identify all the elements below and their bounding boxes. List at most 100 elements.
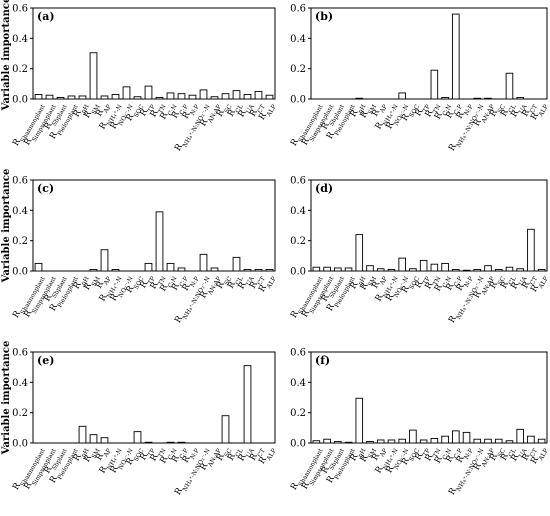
bar	[505, 72, 514, 100]
panel-label: (f)	[315, 354, 330, 367]
x-tick-label: RC:P	[444, 445, 463, 466]
bar	[387, 269, 396, 272]
bar	[387, 439, 396, 444]
x-tick-label: RCT	[520, 445, 538, 464]
bar	[243, 365, 252, 444]
bar	[452, 430, 460, 444]
x-tick-label: RN:P	[455, 273, 475, 294]
bar	[452, 13, 460, 100]
x-tick-label: RN:P	[455, 445, 475, 466]
x-tick-label: RTN	[149, 101, 168, 121]
x-tick-label: RAP	[370, 445, 388, 464]
bar	[221, 415, 230, 444]
x-tick-label: RSC	[215, 444, 234, 464]
y-axis-label: Variable importance	[1, 169, 12, 284]
bar	[265, 269, 274, 272]
bar	[366, 265, 374, 272]
bar	[484, 97, 492, 100]
x-tick-label: RC:P	[170, 445, 189, 466]
bar	[452, 269, 460, 272]
x-tick-label: RpH	[348, 101, 367, 121]
x-tick-label: RCT	[248, 445, 266, 464]
bar	[45, 94, 54, 100]
bar	[398, 257, 406, 272]
x-tick-label: RpH	[72, 273, 91, 293]
x-tick-label: RSM	[359, 445, 378, 466]
bar	[133, 431, 142, 444]
x-tick-label: RSM	[359, 273, 378, 294]
y-tick-label: 0.2	[12, 408, 28, 419]
bar	[34, 262, 43, 272]
x-tick-label: RC:N	[433, 273, 453, 295]
bar	[430, 69, 439, 100]
x-tick-label: RC:P	[170, 101, 189, 122]
bar	[334, 441, 342, 444]
bar	[312, 440, 321, 444]
x-tick-label: RC:P	[444, 101, 463, 122]
x-tick-label: RSM	[82, 101, 101, 122]
y-tick-label: 0.2	[12, 236, 28, 247]
bar	[312, 266, 321, 272]
x-tick-label: RCL	[226, 444, 244, 463]
y-tick-label: 0.2	[290, 236, 306, 247]
panel-label: (d)	[315, 182, 333, 195]
x-tick-label: RUA	[509, 100, 528, 120]
bar	[409, 268, 417, 272]
x-tick-label: RCT	[248, 101, 266, 120]
x-tick-label: RTN	[149, 445, 168, 465]
bar	[344, 441, 353, 444]
bar	[505, 266, 514, 272]
bar	[232, 256, 241, 272]
bar	[516, 268, 524, 272]
bar	[166, 262, 175, 272]
bar	[366, 441, 374, 444]
bar	[144, 85, 153, 100]
plot-frame	[310, 351, 548, 444]
x-tick-label: RC:N	[433, 445, 453, 467]
x-tick-label: RC:N	[158, 445, 178, 467]
x-tick-label: RN:P	[181, 445, 201, 466]
bar	[144, 441, 153, 444]
bar	[484, 265, 492, 272]
y-tick-label: 0.6	[12, 176, 28, 187]
bar	[441, 435, 449, 444]
x-tick-label: RCL	[226, 100, 244, 119]
x-tick-label: RTP	[138, 445, 156, 464]
bar	[243, 93, 252, 100]
x-tick-label: RCL	[499, 444, 517, 463]
panel-label: (b)	[315, 10, 333, 23]
bar	[78, 95, 87, 100]
bar	[462, 269, 471, 272]
bar	[323, 266, 331, 272]
bar	[355, 97, 364, 100]
x-tick-label: RAP	[94, 101, 112, 120]
x-tick-label: RC:N	[158, 101, 178, 123]
bar	[430, 263, 439, 272]
panel-4: 0.00.20.40.6(d)RShannonplantRSimpsonplan…	[289, 176, 549, 325]
y-tick-label: 0.2	[290, 408, 306, 419]
x-tick-label: RUA	[237, 100, 256, 120]
bar	[89, 52, 98, 100]
bar	[462, 431, 471, 444]
bar	[243, 269, 252, 272]
y-tick-label: 0.4	[12, 34, 28, 45]
y-tick-label: 0.4	[290, 206, 306, 217]
x-tick-label: RUA	[509, 444, 528, 464]
x-tick-label: RCT	[248, 273, 266, 292]
bar	[122, 86, 131, 100]
x-tick-label: RCT	[520, 101, 538, 120]
bar	[254, 269, 263, 272]
y-axis-label: Variable importance	[1, 0, 12, 111]
x-tick-label: RN:P	[181, 273, 201, 294]
bar	[100, 249, 109, 272]
panel-2: 0.00.20.40.6(b)RShannonplantRSimpsonplan…	[289, 4, 549, 153]
y-tick-label: 0.0	[290, 439, 306, 450]
bar	[265, 94, 274, 100]
bar	[188, 94, 197, 100]
x-tick-label: RC:P	[444, 273, 463, 294]
bar	[166, 441, 175, 444]
bar	[67, 95, 76, 100]
